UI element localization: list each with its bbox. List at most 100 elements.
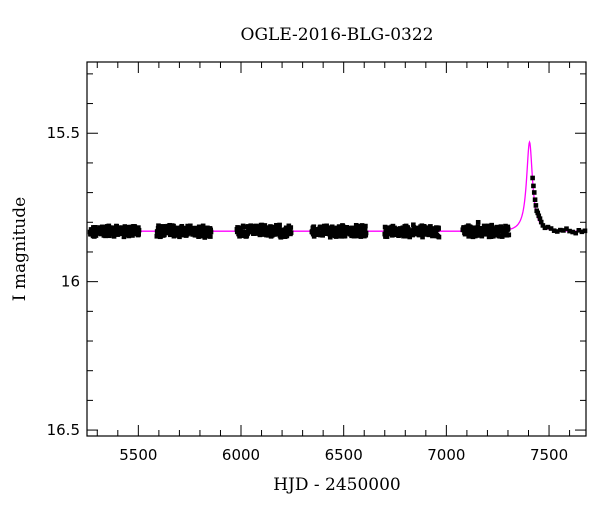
- data-point: [363, 230, 369, 236]
- data-point: [208, 234, 213, 239]
- data-point: [425, 225, 430, 231]
- data-point: [531, 183, 536, 189]
- data-point: [407, 234, 413, 240]
- data-point: [358, 234, 364, 239]
- data-point: [540, 223, 546, 228]
- data-point: [579, 229, 585, 235]
- data-point: [238, 227, 243, 232]
- data-point: [533, 203, 539, 208]
- data-point: [362, 227, 368, 233]
- x-tick-label: 7000: [427, 446, 465, 464]
- data-point: [506, 232, 512, 238]
- x-tick-label: 5500: [119, 446, 157, 464]
- data-point: [288, 230, 294, 235]
- data-point: [177, 234, 182, 240]
- plot-area: [86, 61, 587, 437]
- data-point: [329, 224, 335, 230]
- data-point: [160, 224, 166, 229]
- data-point: [259, 222, 265, 228]
- model-curve: [90, 140, 586, 232]
- data-point: [483, 231, 488, 237]
- data-point: [355, 233, 361, 239]
- x-axis-label: HJD - 2450000: [273, 475, 401, 495]
- data-point: [275, 230, 281, 236]
- data-point: [327, 234, 333, 240]
- chart-title: OGLE-2016-BLG-0322: [241, 25, 434, 45]
- data-point: [122, 224, 128, 229]
- data-point: [573, 230, 579, 236]
- data-point: [538, 219, 544, 225]
- y-tick-labels: 15.5 16 16.5: [47, 124, 80, 439]
- y-tick-label: 15.5: [47, 124, 80, 142]
- data-point: [436, 234, 442, 240]
- data-point: [136, 232, 142, 237]
- data-point: [342, 233, 348, 239]
- data-point: [489, 222, 495, 228]
- data-point: [278, 234, 284, 240]
- data-point: [487, 225, 492, 230]
- x-tick-label: 6500: [325, 446, 363, 464]
- data-point: [208, 229, 214, 235]
- data-point: [162, 232, 167, 238]
- data-point: [505, 226, 511, 232]
- data-point: [537, 216, 543, 221]
- x-tick-label: 6000: [222, 446, 260, 464]
- data-point: [243, 224, 248, 230]
- data-point: [200, 223, 206, 229]
- data-point: [564, 226, 569, 231]
- data-point: [561, 228, 566, 233]
- data-point: [157, 226, 162, 232]
- data-point: [171, 233, 177, 239]
- y-axis-label: I magnitude: [10, 197, 30, 301]
- data-point: [338, 231, 344, 237]
- data-point: [324, 223, 329, 229]
- data-point: [545, 224, 551, 230]
- y-tick-label: 16: [61, 273, 80, 291]
- data-point: [382, 224, 388, 230]
- data-point: [548, 226, 554, 231]
- data-point: [93, 224, 98, 230]
- axis-ticks: [87, 62, 586, 436]
- data-point: [277, 222, 282, 228]
- data-point: [401, 231, 407, 237]
- data-point: [384, 234, 390, 239]
- data-point: [428, 224, 433, 229]
- data-point: [551, 228, 557, 233]
- y-tick-label: 16.5: [47, 421, 80, 439]
- data-point: [311, 224, 317, 230]
- data-point: [248, 223, 254, 229]
- data-point: [479, 233, 485, 239]
- data-point: [570, 229, 575, 235]
- data-point: [205, 225, 210, 231]
- data-point: [436, 226, 441, 231]
- data-point: [334, 226, 340, 232]
- data-point: [420, 234, 425, 240]
- data-point: [542, 225, 548, 231]
- data-point: [119, 225, 125, 230]
- data-point: [326, 225, 332, 230]
- data-point: [554, 229, 560, 234]
- data-point: [111, 234, 117, 239]
- data-point: [567, 228, 572, 234]
- data-point: [419, 232, 425, 237]
- data-point: [411, 222, 416, 228]
- data-point: [535, 210, 541, 216]
- data-point: [128, 224, 133, 230]
- data-point: [536, 213, 542, 219]
- data-point: [558, 227, 563, 233]
- plot-frame: [86, 61, 587, 437]
- data-point: [531, 190, 537, 195]
- data-point: [311, 234, 317, 239]
- data-point: [188, 223, 193, 229]
- data-point: [397, 226, 403, 231]
- x-tick-label: 7500: [530, 446, 568, 464]
- data-point: [257, 232, 263, 238]
- data-point: [245, 230, 251, 236]
- x-tick-labels: 5500 6000 6500 7000 7500: [119, 446, 568, 464]
- data-point: [136, 225, 141, 230]
- data-point: [185, 223, 191, 229]
- data-point: [532, 197, 538, 203]
- data-point: [121, 234, 127, 240]
- data-point: [320, 233, 326, 238]
